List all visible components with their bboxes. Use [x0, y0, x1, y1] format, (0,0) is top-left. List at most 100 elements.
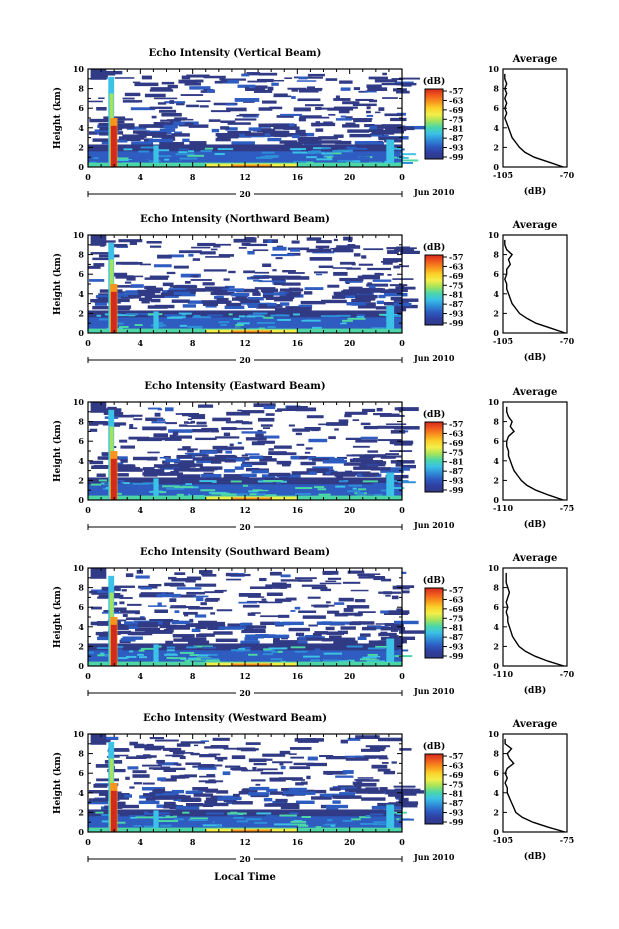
echo-cell — [157, 254, 172, 259]
echo-cell — [337, 159, 353, 162]
echo-cell — [202, 456, 215, 460]
colorbar-tick-label: -75 — [449, 613, 463, 623]
echo-cell — [187, 154, 205, 157]
echo-cell — [283, 275, 301, 278]
echo-cell — [233, 816, 244, 819]
echo-cell — [250, 276, 266, 279]
colorbar-unit: (dB) — [423, 242, 445, 253]
echo-cell — [256, 305, 277, 309]
echo-cell — [297, 740, 319, 743]
echo-cell — [323, 652, 343, 655]
profile-y-tick-label: 4 — [493, 622, 499, 632]
echo-cell — [238, 791, 257, 795]
echo-cell — [184, 122, 194, 126]
echo-cell — [240, 299, 260, 303]
y-tick-label: 4 — [78, 123, 84, 133]
echo-cell — [330, 824, 336, 827]
echo-cell — [174, 818, 184, 821]
echo-cell — [156, 645, 162, 648]
echo-cell — [247, 304, 259, 308]
echo-cell — [280, 765, 286, 770]
echo-cell — [298, 304, 313, 309]
echo-cell — [244, 637, 259, 641]
profile-y-tick-label: 0 — [493, 827, 499, 837]
echo-cell — [153, 644, 159, 663]
echo-cell — [273, 823, 293, 826]
echo-cell — [107, 749, 130, 752]
echo-cell — [189, 141, 207, 145]
echo-cell — [155, 792, 179, 797]
echo-cell — [273, 637, 280, 642]
echo-cell — [301, 584, 326, 587]
echo-cell — [245, 467, 260, 472]
echo-cell — [139, 263, 152, 266]
x-tick-label: 0 — [85, 338, 91, 348]
echo-cell — [166, 656, 173, 659]
echo-cell — [138, 649, 145, 652]
echo-cell — [234, 118, 257, 121]
echo-cell — [252, 489, 269, 492]
echo-cell — [381, 762, 389, 764]
echo-cell — [197, 766, 217, 770]
echo-cell — [267, 239, 273, 243]
echo-cell — [210, 795, 222, 800]
echo-cell — [231, 497, 272, 500]
profile-y-tick-label: 0 — [493, 661, 499, 671]
echo-cell — [200, 571, 206, 576]
echo-cell — [137, 289, 161, 294]
echo-cell — [200, 620, 210, 625]
echo-cell — [231, 164, 272, 167]
x-tick-label: 16 — [292, 338, 304, 348]
profile-title: Average — [512, 553, 558, 564]
echo-cell — [357, 777, 374, 779]
echo-cell — [245, 818, 262, 821]
echo-cell — [268, 634, 290, 639]
echo-cell — [112, 298, 130, 303]
echo-cell — [175, 806, 200, 810]
echo-cell — [272, 246, 287, 251]
echo-cell — [138, 800, 160, 805]
echo-cell — [144, 93, 166, 98]
echo-cell — [167, 289, 194, 294]
echo-cell — [311, 122, 336, 127]
echo-cell — [199, 754, 217, 758]
echo-cell — [395, 286, 401, 290]
echo-cell — [334, 613, 348, 617]
echo-cell — [229, 443, 234, 447]
echo-cell — [249, 786, 270, 791]
echo-cell — [286, 293, 301, 297]
echo-cell — [287, 87, 307, 90]
echo-cell — [373, 493, 383, 496]
echo-cell — [183, 611, 198, 615]
y-tick-label: 10 — [73, 64, 85, 74]
echo-cell — [283, 126, 300, 130]
echo-cell — [261, 151, 275, 154]
profile-x-label: (dB) — [524, 685, 546, 696]
echo-cell — [97, 636, 110, 641]
echo-cell — [142, 754, 151, 757]
y-tick-label: 8 — [78, 84, 84, 94]
echo-cell — [210, 460, 222, 464]
echo-cell — [236, 820, 249, 823]
echo-cell — [223, 747, 238, 750]
echo-cell — [203, 75, 226, 79]
echo-cell — [112, 623, 128, 628]
echo-cell — [393, 620, 419, 625]
echo-cell — [189, 86, 211, 90]
echo-cell — [258, 123, 282, 127]
echo-cell — [393, 265, 400, 269]
echo-cell — [90, 621, 103, 626]
echo-cell — [238, 648, 246, 651]
echo-cell — [188, 253, 194, 257]
echo-cell — [176, 587, 202, 590]
echo-cell — [228, 157, 234, 160]
echo-cell — [333, 134, 344, 138]
echo-cell — [371, 327, 389, 330]
echo-cell — [126, 126, 147, 130]
echo-cell — [203, 269, 227, 272]
echo-cell — [112, 123, 135, 127]
echo-cell — [246, 72, 261, 76]
echo-cell — [129, 741, 138, 746]
echo-cell — [223, 798, 237, 803]
echo-cell — [371, 764, 388, 769]
